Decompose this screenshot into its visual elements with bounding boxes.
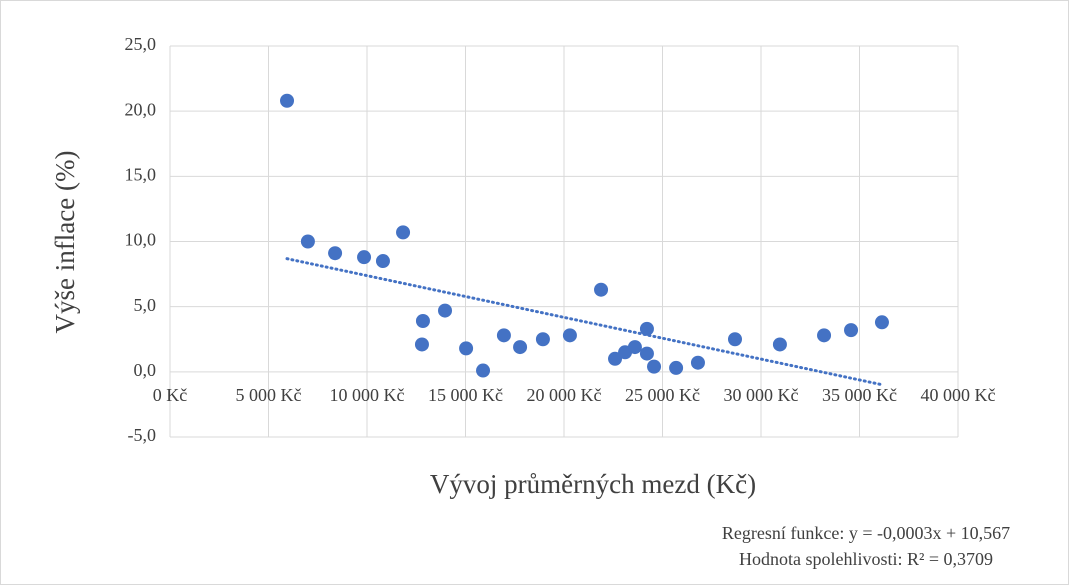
data-point <box>627 340 642 355</box>
data-point <box>513 340 528 355</box>
data-point <box>639 321 654 336</box>
trendline <box>285 257 884 387</box>
x-tick-label: 0 Kč <box>153 385 188 405</box>
data-point <box>639 346 654 361</box>
data-point <box>414 337 429 352</box>
annotation: Regresní funkce: y = -0,0003x + 10,567 <box>722 523 1010 543</box>
x-tick-label: 35 000 Kč <box>822 385 897 405</box>
x-tick-label: 30 000 Kč <box>724 385 799 405</box>
data-point <box>874 315 889 330</box>
data-point <box>280 93 295 108</box>
data-point <box>396 225 411 240</box>
x-tick-label: 20 000 Kč <box>527 385 602 405</box>
x-tick-label: 25 000 Kč <box>625 385 700 405</box>
data-point <box>415 314 430 329</box>
data-point <box>328 246 343 261</box>
y-tick-label: -5,0 <box>128 425 157 445</box>
data-point <box>438 303 453 318</box>
data-point <box>496 328 511 343</box>
annotation: Hodnota spolehlivosti: R² = 0,3709 <box>739 549 993 569</box>
data-point <box>357 250 372 265</box>
y-tick-label: 15,0 <box>125 164 157 184</box>
data-point <box>375 254 390 269</box>
y-tick-label: 20,0 <box>125 99 157 119</box>
data-point <box>647 359 662 374</box>
data-point <box>535 332 550 347</box>
x-tick-label: 40 000 Kč <box>921 385 996 405</box>
data-point <box>608 351 623 366</box>
data-point <box>844 323 859 338</box>
data-point <box>817 328 832 343</box>
y-tick-label: 10,0 <box>125 230 157 250</box>
x-tick-label: 15 000 Kč <box>428 385 503 405</box>
data-point <box>772 337 787 352</box>
data-point <box>669 360 684 375</box>
data-point <box>690 355 705 370</box>
data-point <box>476 363 491 378</box>
data-point <box>459 341 474 356</box>
data-point <box>594 282 609 297</box>
x-axis-title: Vývoj průměrných mezd (Kč) <box>430 469 756 499</box>
data-point <box>300 234 315 249</box>
y-axis-title: Výše inflace (%) <box>50 151 80 334</box>
y-tick-label: 0,0 <box>134 360 157 380</box>
data-point <box>727 332 742 347</box>
data-point <box>562 328 577 343</box>
x-tick-label: 10 000 Kč <box>330 385 405 405</box>
x-tick-label: 5 000 Kč <box>236 385 302 405</box>
y-tick-label: 5,0 <box>134 295 157 315</box>
y-tick-label: 25,0 <box>125 34 157 54</box>
